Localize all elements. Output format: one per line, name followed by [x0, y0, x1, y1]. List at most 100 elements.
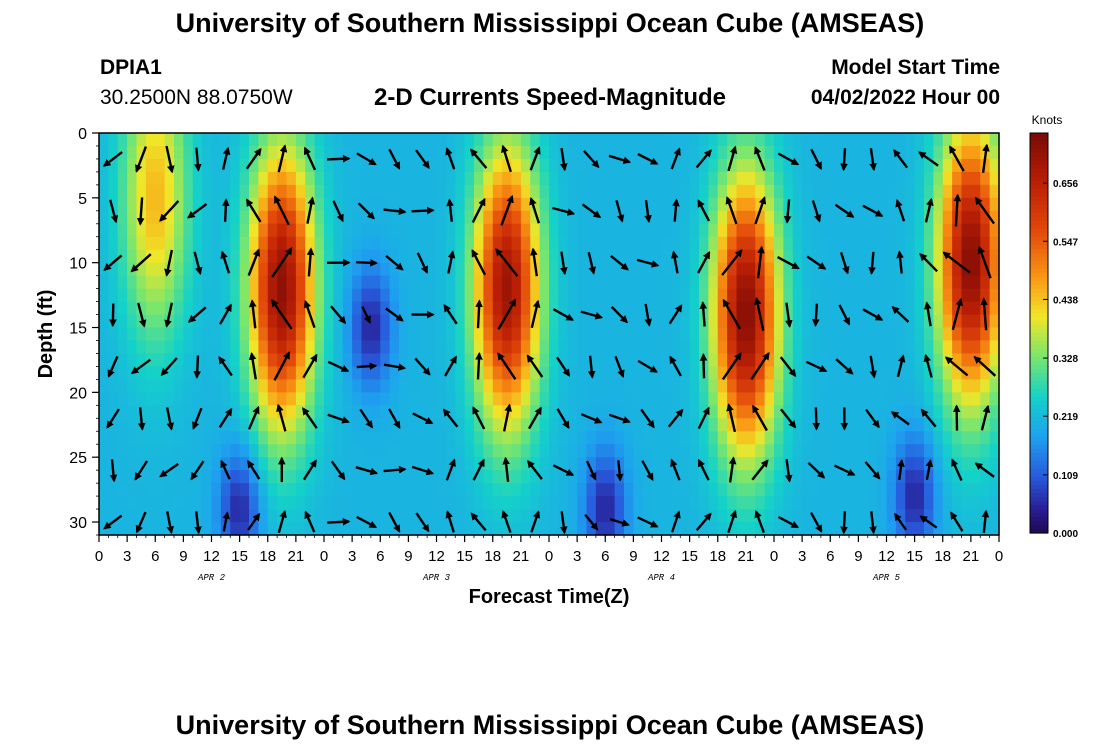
heatmap-cell — [577, 353, 588, 368]
heatmap-cell — [211, 340, 222, 355]
heatmap-cell — [267, 340, 278, 355]
heatmap-cell — [202, 210, 213, 225]
heatmap-cell — [745, 184, 756, 199]
heatmap-cell — [867, 379, 878, 393]
heatmap-cell — [267, 327, 278, 342]
heatmap-cell — [136, 184, 147, 199]
heatmap-cell — [886, 133, 897, 147]
heatmap-cell — [970, 301, 981, 316]
heatmap-cell — [389, 405, 400, 419]
heatmap-cell — [774, 392, 784, 406]
heatmap-cell — [136, 496, 147, 510]
heatmap-cell — [99, 496, 109, 510]
heatmap-cell — [774, 288, 784, 303]
heatmap-cell — [633, 210, 644, 225]
heatmap-cell — [352, 457, 363, 471]
x-tick-label: 18 — [259, 548, 276, 565]
heatmap-cell — [952, 314, 963, 329]
heatmap-cell — [492, 392, 503, 406]
current-arrow — [445, 147, 456, 170]
heatmap-cell — [736, 444, 747, 458]
heatmap-cell — [549, 327, 559, 342]
heatmap-cell — [511, 444, 522, 458]
heatmap-cell — [389, 444, 400, 458]
heatmap-cell — [839, 210, 850, 225]
heatmap-cell — [652, 509, 663, 523]
heatmap-cell — [792, 197, 803, 212]
heatmap-cell — [417, 288, 428, 303]
current-arrow — [560, 147, 568, 172]
heatmap-cell — [820, 405, 831, 419]
heatmap-cell — [520, 327, 531, 342]
heatmap-cell — [661, 353, 672, 368]
current-arrow — [271, 247, 293, 278]
heatmap-cell — [464, 171, 475, 186]
heatmap-cell — [286, 158, 297, 173]
heatmap-cell — [577, 158, 588, 173]
current-arrow — [103, 514, 123, 530]
heatmap-cell — [895, 133, 906, 147]
colorbar-segment — [1030, 193, 1048, 198]
heatmap-cell — [295, 314, 306, 329]
heatmap-cell — [361, 392, 372, 406]
heatmap-cell — [952, 470, 963, 484]
heatmap-cell — [633, 392, 644, 406]
heatmap-cell — [586, 327, 597, 342]
current-arrow — [981, 509, 990, 534]
heatmap-cell — [614, 288, 625, 303]
heatmap-cell — [877, 418, 888, 432]
current-arrow — [332, 200, 344, 223]
heatmap-cell — [249, 262, 259, 277]
current-arrow — [667, 408, 684, 428]
heatmap-cell — [567, 171, 578, 186]
colorbar-segment — [1030, 517, 1048, 522]
heatmap-cell — [699, 184, 709, 199]
heatmap-cell — [614, 275, 625, 290]
colorbar-tick-label: 0.219 — [1053, 412, 1078, 423]
heatmap-cell — [914, 314, 925, 329]
heatmap-cell — [324, 379, 334, 393]
heatmap-cell — [792, 392, 803, 406]
colorbar-segment — [1030, 497, 1048, 502]
heatmap-cell — [520, 197, 531, 212]
heatmap-cell — [314, 509, 325, 523]
heatmap-cell — [492, 353, 503, 368]
heatmap-cell — [145, 171, 156, 186]
heatmap-cell — [745, 470, 756, 484]
heatmap-cell — [530, 379, 541, 393]
heatmap-cell — [755, 158, 766, 173]
heatmap-cell — [980, 249, 991, 264]
heatmap-cell — [389, 249, 400, 264]
heatmap-cell — [895, 171, 906, 186]
heatmap-cell — [99, 184, 109, 199]
heatmap-cell — [361, 133, 372, 147]
heatmap-cell — [764, 353, 775, 368]
heatmap-cell — [202, 418, 213, 432]
heatmap-cell — [474, 483, 484, 497]
current-arrow — [920, 408, 937, 428]
heatmap-cell — [445, 431, 456, 445]
heatmap-cell — [436, 509, 447, 523]
heatmap-cell — [905, 405, 916, 419]
day-label: APR 5 — [872, 573, 901, 583]
heatmap-cell — [408, 223, 419, 238]
heatmap-cell — [202, 171, 213, 186]
heatmap-cell — [267, 444, 278, 458]
heatmap-cell — [755, 133, 766, 147]
heatmap-cell — [595, 366, 606, 380]
heatmap-cell — [624, 457, 634, 471]
heatmap-cell — [895, 405, 906, 419]
heatmap-cell — [652, 236, 663, 251]
heatmap-cell — [145, 405, 156, 419]
heatmap-cell — [549, 158, 559, 173]
heatmap-cell — [370, 457, 381, 471]
heatmap-cell — [445, 496, 456, 510]
heatmap-cell — [849, 301, 859, 316]
heatmap-cell — [886, 236, 897, 251]
heatmap-cell — [455, 457, 466, 471]
heatmap-cell — [577, 145, 588, 160]
current-arrow — [669, 355, 682, 377]
heatmap-cell — [492, 184, 503, 199]
heatmap-cell — [427, 133, 438, 147]
heatmap-cell — [970, 522, 981, 536]
